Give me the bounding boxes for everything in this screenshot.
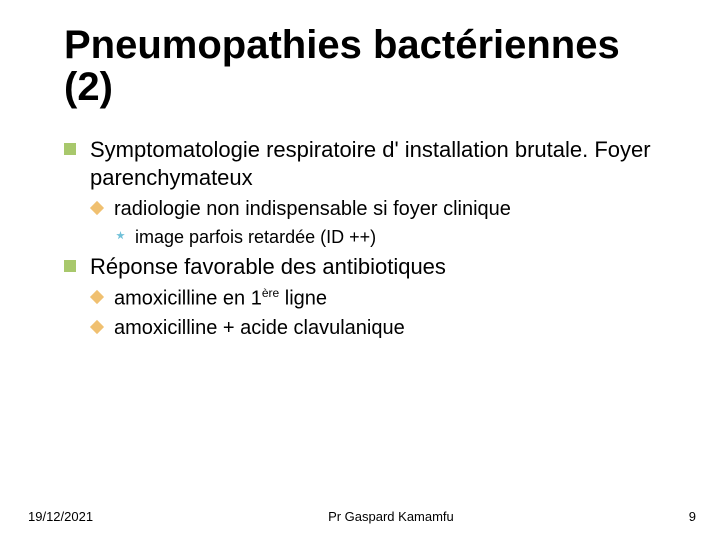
list-item-l3: image parfois retardée (ID ++) bbox=[64, 226, 656, 249]
diamond-bullet-icon bbox=[90, 201, 104, 215]
bullet-l2-text: amoxicilline + acide clavulanique bbox=[114, 316, 405, 341]
slide-title: Pneumopathies bactériennes (2) bbox=[64, 24, 656, 108]
list-item-l2: amoxicilline + acide clavulanique bbox=[64, 316, 656, 341]
square-bullet-icon bbox=[64, 143, 76, 155]
list-item-l1: Symptomatologie respiratoire d' installa… bbox=[64, 136, 656, 191]
slide-body: Symptomatologie respiratoire d' installa… bbox=[64, 136, 656, 341]
star-bullet-icon bbox=[116, 231, 125, 240]
bullet-l2-text: radiologie non indispensable si foyer cl… bbox=[114, 197, 511, 222]
bullet-l2-text: amoxicilline en 1ère ligne bbox=[114, 286, 327, 312]
sublist-l3: image parfois retardée (ID ++) bbox=[64, 226, 656, 249]
diamond-bullet-icon bbox=[90, 320, 104, 334]
slide-footer: 19/12/2021 Pr Gaspard Kamamfu 9 bbox=[0, 509, 720, 524]
footer-page-number: 9 bbox=[689, 509, 696, 524]
list-item-l1: Réponse favorable des antibiotiques bbox=[64, 253, 656, 281]
bullet-l1-text: Réponse favorable des antibiotiques bbox=[90, 253, 446, 281]
footer-date: 19/12/2021 bbox=[28, 509, 93, 524]
square-bullet-icon bbox=[64, 260, 76, 272]
list-item-l2: radiologie non indispensable si foyer cl… bbox=[64, 197, 656, 222]
bullet-l3-text: image parfois retardée (ID ++) bbox=[135, 226, 376, 249]
list-item-l2: amoxicilline en 1ère ligne bbox=[64, 286, 656, 312]
footer-author: Pr Gaspard Kamamfu bbox=[328, 509, 454, 524]
slide: Pneumopathies bactériennes (2) Symptomat… bbox=[0, 0, 720, 540]
sublist-l2: radiologie non indispensable si foyer cl… bbox=[64, 197, 656, 249]
bullet-l1-text: Symptomatologie respiratoire d' installa… bbox=[90, 136, 656, 191]
sublist-l2: amoxicilline en 1ère ligne amoxicilline +… bbox=[64, 286, 656, 341]
diamond-bullet-icon bbox=[90, 290, 104, 304]
